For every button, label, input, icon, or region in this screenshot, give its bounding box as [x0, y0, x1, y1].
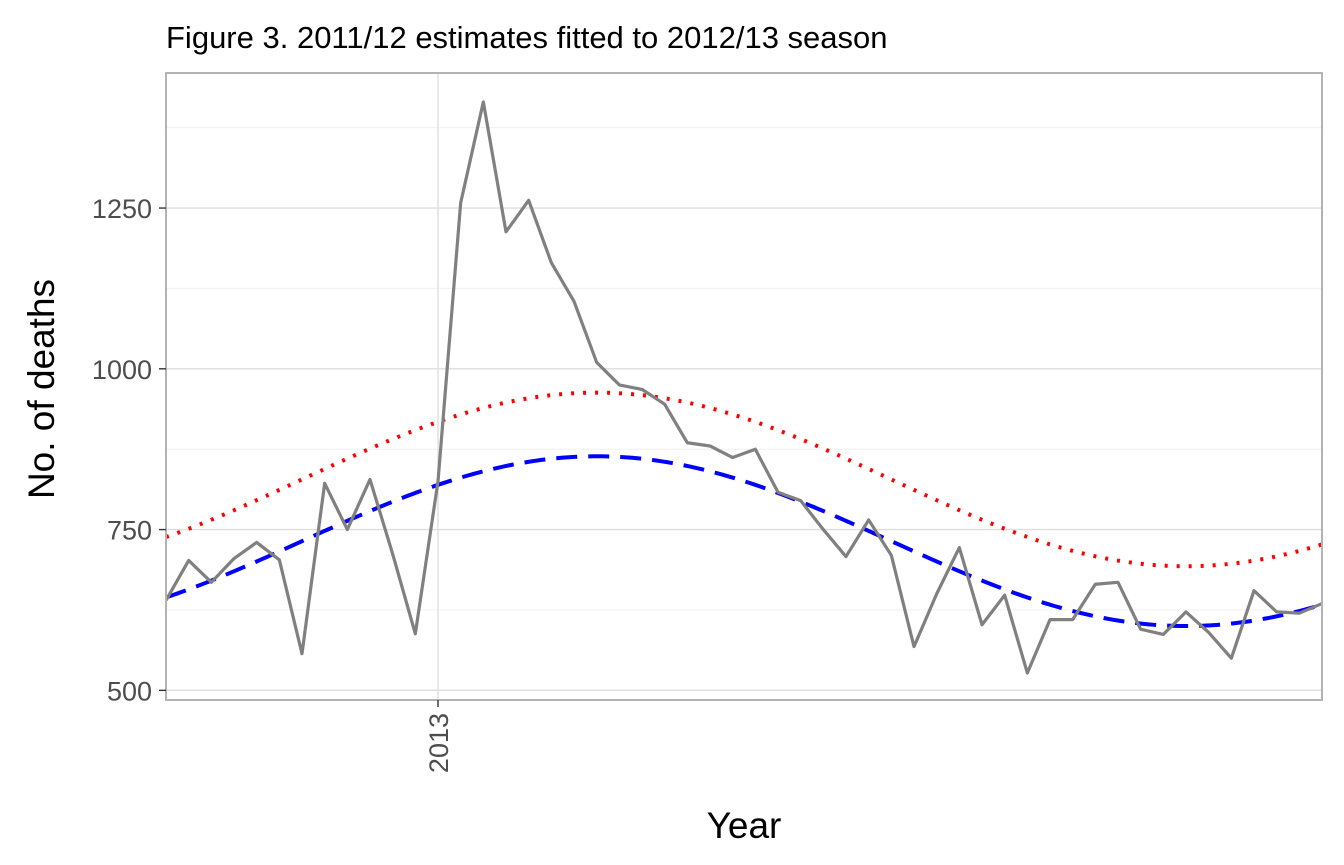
- y-axis-title: No. of deaths: [21, 279, 62, 499]
- dashed-estimate-line: [166, 454, 1322, 629]
- minor-gridlines: [166, 127, 1322, 611]
- y-tick-label: 750: [107, 516, 152, 546]
- y-axis-ticks: 500 750 1000 1250: [92, 194, 166, 706]
- dotted-estimate-line: [166, 390, 1322, 569]
- x-tick-label: 2013: [424, 713, 454, 773]
- y-tick-label: 500: [107, 676, 152, 706]
- panel-border: [165, 72, 1323, 701]
- x-axis-title: Year: [707, 805, 782, 846]
- chart-title: Figure 3. 2011/12 estimates fitted to 20…: [166, 20, 888, 55]
- observed-deaths-line: [166, 100, 1322, 675]
- series-layer: [166, 100, 1322, 675]
- y-tick-label: 1250: [92, 194, 152, 224]
- x-axis-ticks: 2013: [424, 700, 454, 773]
- y-tick-label: 1000: [92, 355, 152, 385]
- major-gridlines: [166, 73, 1322, 700]
